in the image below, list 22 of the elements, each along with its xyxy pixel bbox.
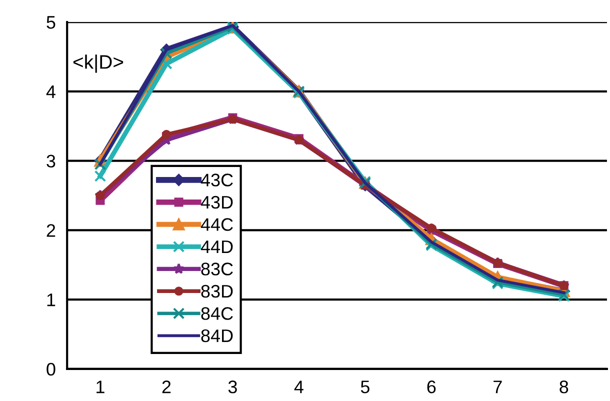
y-tick-label: 2 bbox=[46, 224, 56, 237]
y-tick-label: 4 bbox=[46, 86, 56, 98]
legend-label: 44C bbox=[200, 218, 233, 231]
x-tick-label: 8 bbox=[560, 380, 568, 394]
legend-label: 83D bbox=[201, 284, 233, 298]
x-tick-label: 4 bbox=[294, 380, 304, 394]
legend-label: 84D bbox=[201, 329, 233, 342]
x-tick-label: 5 bbox=[360, 380, 370, 394]
legend-label: 44D bbox=[200, 240, 233, 253]
legend-label: 84C bbox=[201, 307, 233, 320]
x-tick-label: 1 bbox=[96, 380, 104, 394]
x-tick-label: 6 bbox=[427, 380, 436, 394]
y-tick-label: 1 bbox=[47, 294, 56, 306]
legend-label: 43D bbox=[200, 196, 233, 209]
y-tick-label: 0 bbox=[46, 362, 56, 376]
y-tick-label: 5 bbox=[46, 16, 56, 29]
y-tick-label: 3 bbox=[46, 154, 56, 168]
x-tick-label: 3 bbox=[228, 380, 237, 394]
x-tick-label: 2 bbox=[162, 380, 171, 394]
x-tick-label: 7 bbox=[494, 380, 502, 394]
legend-label: 83C bbox=[201, 262, 233, 276]
annotation: <k|D> bbox=[73, 54, 124, 73]
